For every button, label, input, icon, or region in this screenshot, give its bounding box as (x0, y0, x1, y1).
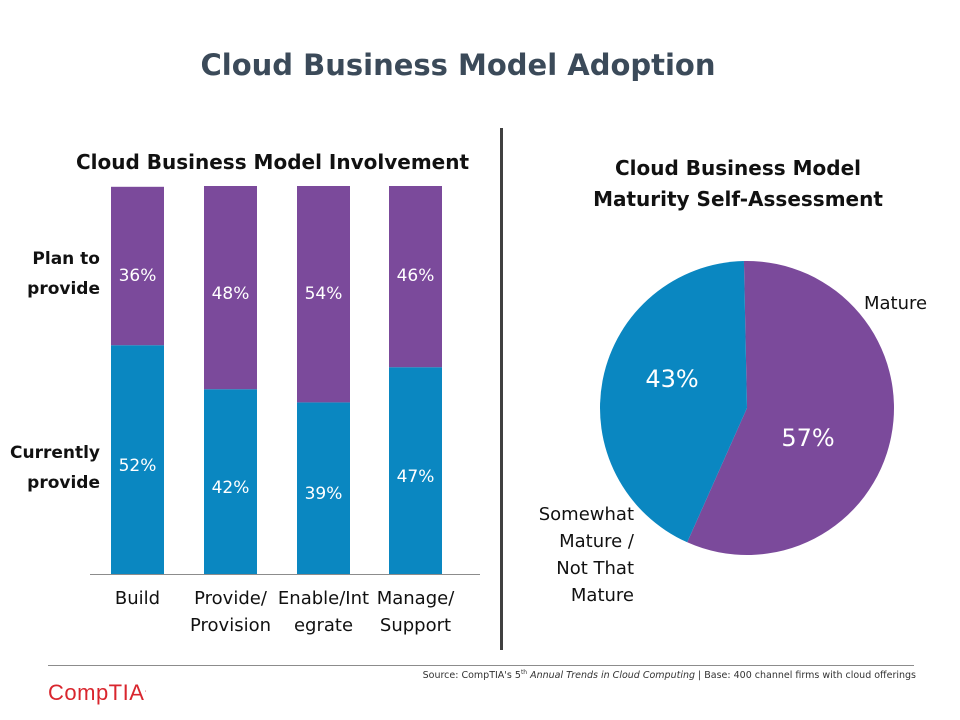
bar-value-label: 39% (305, 484, 343, 504)
source-suffix: | Base: 400 channel firms with cloud off… (695, 670, 916, 682)
bar-chart-title: Cloud Business Model Involvement (75, 150, 470, 174)
bar-value-label: 52% (119, 456, 157, 476)
legend-currently-provide: Currently provide (10, 438, 100, 498)
pie-category-label: Mature (864, 293, 927, 314)
footer-rule (48, 665, 914, 666)
pie-title-line-2: Maturity Self-Assessment (593, 187, 883, 211)
pie-value-label: 57% (781, 424, 834, 452)
x-tick-label: Provision (190, 615, 271, 636)
pie-chart-title: Cloud Business Model Maturity Self-Asses… (560, 153, 916, 215)
bar-value-label: 48% (212, 284, 250, 304)
bar-plan-to-provide (111, 186, 164, 346)
bar-currently-provide (297, 402, 350, 574)
pie-slice (599, 261, 747, 543)
section-divider (500, 128, 503, 650)
x-tick-label: Provide/ (194, 588, 268, 609)
bar-currently-provide (204, 389, 257, 574)
legend-current-line-2: provide (27, 473, 100, 493)
pie-category-label: Mature (571, 585, 634, 606)
source-note: Source: CompTIA's 5th Annual Trends in C… (423, 669, 916, 681)
source-report-name: Annual Trends in Cloud Computing (530, 670, 696, 682)
source-sup: th (520, 669, 528, 676)
bar-value-label: 54% (305, 284, 343, 304)
comptia-logo: CompTIA. (48, 680, 147, 706)
pie-value-label: 43% (645, 365, 698, 393)
bar-value-label: 47% (397, 467, 435, 487)
bar-plan-to-provide (204, 186, 257, 390)
bar-plan-to-provide (297, 186, 350, 403)
logo-mark: . (144, 684, 148, 694)
x-tick-label: Manage/ (377, 588, 455, 609)
legend-current-line-1: Currently (9, 443, 100, 463)
pie-slice (687, 260, 894, 555)
pie-category-label: Somewhat (539, 504, 634, 525)
pie-category-label: Mature / (559, 531, 635, 552)
x-tick-label: Enable/Int (278, 588, 369, 609)
bar-plan-to-provide (389, 186, 442, 368)
x-tick-label: Build (115, 588, 160, 609)
bar-value-label: 42% (212, 478, 250, 498)
legend-plan-line-2: provide (27, 279, 100, 299)
bar-currently-provide (111, 345, 164, 574)
bar-currently-provide (389, 367, 442, 574)
pie-category-label: Not That (556, 558, 634, 579)
logo-text: CompTIA (48, 680, 145, 705)
source-prefix: Source: CompTIA's 5 (422, 670, 521, 682)
bar-value-label: 36% (119, 266, 157, 286)
page-title: Cloud Business Model Adoption (200, 48, 716, 82)
legend-plan-to-provide: Plan to provide (27, 244, 100, 304)
bar-value-label: 46% (397, 266, 435, 286)
pie-title-line-1: Cloud Business Model (615, 156, 861, 180)
x-tick-label: egrate (294, 615, 353, 636)
legend-plan-line-1: Plan to (32, 249, 100, 269)
x-tick-label: Support (380, 615, 451, 636)
